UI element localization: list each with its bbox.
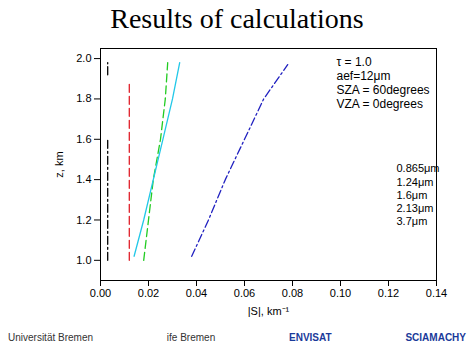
svg-text:2.0: 2.0 xyxy=(76,52,91,64)
svg-text:0.865μm1.24μm1.6μm2.13μm3.7μm: 0.865μm1.24μm1.6μm2.13μm3.7μm xyxy=(397,162,440,227)
svg-text:z, km: z, km xyxy=(53,151,65,177)
svg-text:0.06: 0.06 xyxy=(234,287,255,299)
html-text:Results of calculations: Results of calculations xyxy=(110,3,364,34)
svg-text:τ = 1.0aef=12μmSZA = 60degrees: τ = 1.0aef=12μmSZA = 60degreesVZA = 0deg… xyxy=(337,55,430,110)
html-text:Universität Bremen: Universität Bremen xyxy=(8,332,93,343)
svg-text:|S|, km⁻¹: |S|, km⁻¹ xyxy=(248,305,290,317)
svg-text:0.02: 0.02 xyxy=(138,287,159,299)
svg-text:1.6: 1.6 xyxy=(76,133,91,145)
svg-text:1.0: 1.0 xyxy=(76,254,91,266)
svg-text:0.04: 0.04 xyxy=(186,287,207,299)
html-text:ENVISAT: ENVISAT xyxy=(289,332,332,343)
svg-text:1.4: 1.4 xyxy=(76,173,91,185)
svg-text:0.10: 0.10 xyxy=(330,287,351,299)
svg-text:0.12: 0.12 xyxy=(378,287,399,299)
html-text:ife Bremen: ife Bremen xyxy=(166,332,216,343)
svg-text:0.08: 0.08 xyxy=(282,287,303,299)
html-text:SCIAMACHY: SCIAMACHY xyxy=(405,332,466,343)
svg-text:1.2: 1.2 xyxy=(76,213,91,225)
svg-text:0.00: 0.00 xyxy=(90,287,111,299)
svg-text:0.14: 0.14 xyxy=(426,287,447,299)
svg-text:1.8: 1.8 xyxy=(76,92,91,104)
